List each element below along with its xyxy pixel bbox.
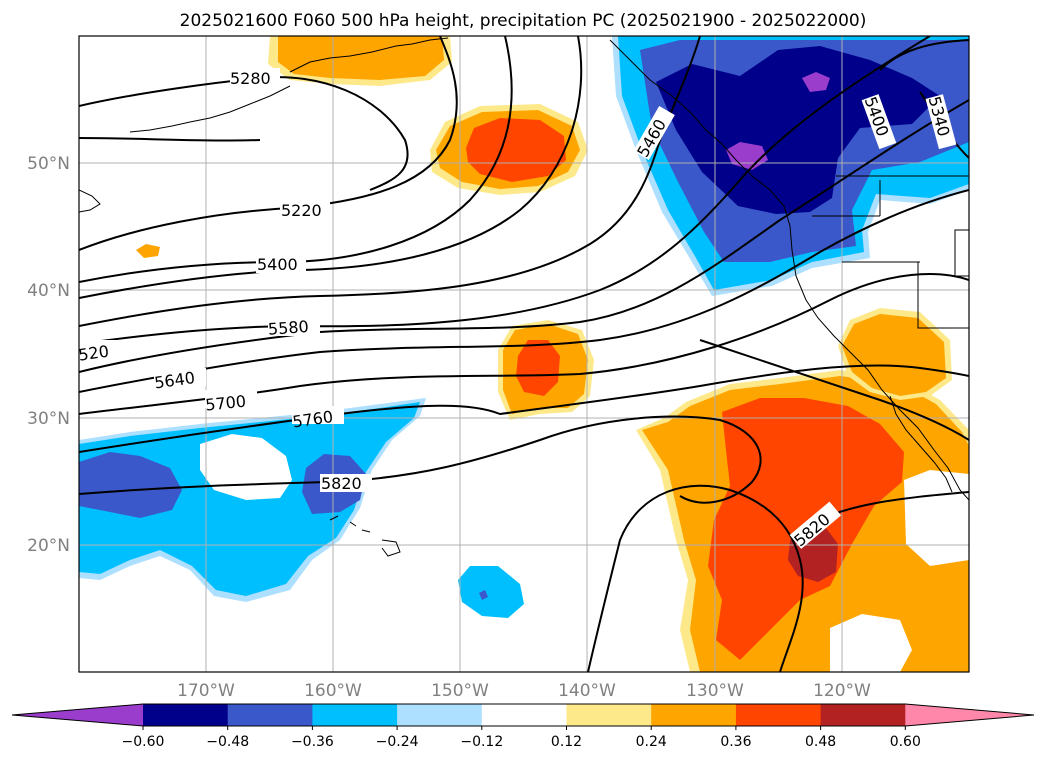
colorbar-tick-label: 0.60 — [890, 734, 921, 750]
lon-label-170w: 170°W — [177, 681, 235, 701]
contour-5640 — [79, 189, 969, 393]
contour-5580 — [79, 99, 969, 373]
contour-label-520: 520 — [77, 342, 110, 365]
contour-5520 — [79, 36, 931, 345]
lat-label-40n: 40°N — [27, 281, 70, 301]
coastline-west-edge — [79, 189, 101, 213]
contour-label-5400: 5400 — [257, 255, 298, 274]
lon-label-120w: 120°W — [813, 681, 871, 701]
contour-5760-lower — [699, 339, 969, 441]
coastlines — [79, 37, 969, 557]
colorbar-segment — [481, 704, 567, 726]
colorbar-segment — [566, 704, 652, 726]
contour-label-5220: 5220 — [281, 201, 322, 220]
lat-label-50n: 50°N — [27, 154, 70, 174]
colorbar-tick-label: 0.12 — [551, 734, 582, 750]
height-contours — [79, 36, 969, 672]
precip-area-subtropics-hole-2 — [830, 614, 912, 672]
colorbar-tick-label: −0.48 — [206, 734, 249, 750]
contour-5820 — [79, 415, 762, 504]
precip-area-pacific-nw-navy — [656, 46, 940, 214]
coastline-aleutians — [129, 85, 291, 133]
colorbar-tick-label: −0.24 — [376, 734, 419, 750]
colorbar-tick-label: −0.36 — [291, 734, 334, 750]
contour-label-5820: 5820 — [321, 474, 362, 493]
colorbar-tick-label: 0.48 — [805, 734, 836, 750]
contour-label-5700: 5700 — [204, 391, 246, 414]
lat-axis-labels: 50°N 40°N 30°N 20°N — [27, 154, 70, 556]
lon-label-130w: 130°W — [686, 681, 744, 701]
contour-5820-east — [587, 484, 804, 672]
lon-label-160w: 160°W — [304, 681, 362, 701]
lon-axis-labels: 170°W 160°W 150°W 140°W 130°W 120°W — [177, 681, 871, 701]
precip-area-small-patch — [136, 244, 160, 258]
contour-5280 — [79, 76, 409, 191]
contour-5400-east — [879, 39, 969, 71]
lat-label-20n: 20°N — [27, 536, 70, 556]
coastline-north-america — [609, 39, 969, 501]
precip-area-west-pacific-blue-1 — [79, 452, 182, 518]
colorbar-segment — [143, 704, 229, 726]
contour-5220 — [79, 36, 458, 251]
precipitation-shading — [79, 36, 969, 672]
lat-label-30n: 30°N — [27, 409, 70, 429]
lon-label-140w: 140°W — [558, 681, 616, 701]
colorbar-segment — [312, 704, 398, 726]
gridlines — [79, 36, 969, 672]
contour-5340 — [79, 36, 513, 283]
colorbar-extend-high — [905, 704, 1034, 726]
precip-area-hawaii-patch-dot — [479, 590, 488, 600]
colorbar-tick-label: 0.24 — [636, 734, 667, 750]
colorbar-tick-label: 0.36 — [720, 734, 751, 750]
precip-area-alaska-core — [278, 36, 444, 80]
contour-label-5580: 5580 — [267, 317, 309, 339]
colorbar-segment — [227, 704, 313, 726]
map-plot-area: 5280 5220 5400 5580 520 5640 5700 5760 5… — [77, 35, 970, 673]
colorbar-segment — [735, 704, 822, 726]
coastline-state-borders — [812, 180, 969, 329]
map-frame — [78, 35, 970, 673]
contour-label-5280: 5280 — [230, 69, 271, 88]
coastline-alaska — [289, 37, 449, 73]
precip-area-central-pacific-red — [516, 340, 560, 396]
colorbar-segment — [397, 704, 483, 726]
colorbar-segment — [651, 704, 737, 726]
contour-5760 — [79, 364, 969, 453]
contour-5220-upper — [79, 137, 261, 142]
map-title: 2025021600 F060 500 hPa height, precipit… — [180, 11, 867, 31]
colorbar-segment — [820, 704, 906, 726]
colorbar-tick-label: −0.12 — [460, 734, 503, 750]
precip-area-hawaii-patch — [458, 566, 524, 618]
colorbar-extend-low — [12, 704, 143, 726]
coastline-baja — [889, 395, 953, 493]
precip-area-pacific-nw-purple-2 — [802, 72, 830, 92]
precip-area-gulf-red — [466, 118, 566, 182]
lon-label-150w: 150°W — [431, 681, 489, 701]
precip-area-california-orange — [842, 314, 946, 396]
coastline-hawaii — [329, 515, 401, 557]
colorbar-tick-label: −0.60 — [122, 734, 165, 750]
colorbar: −0.60 −0.48 −0.36 −0.24 −0.12 0.12 0.24 0.36 0.4… — [11, 703, 1035, 750]
contour-5400 — [79, 36, 583, 299]
